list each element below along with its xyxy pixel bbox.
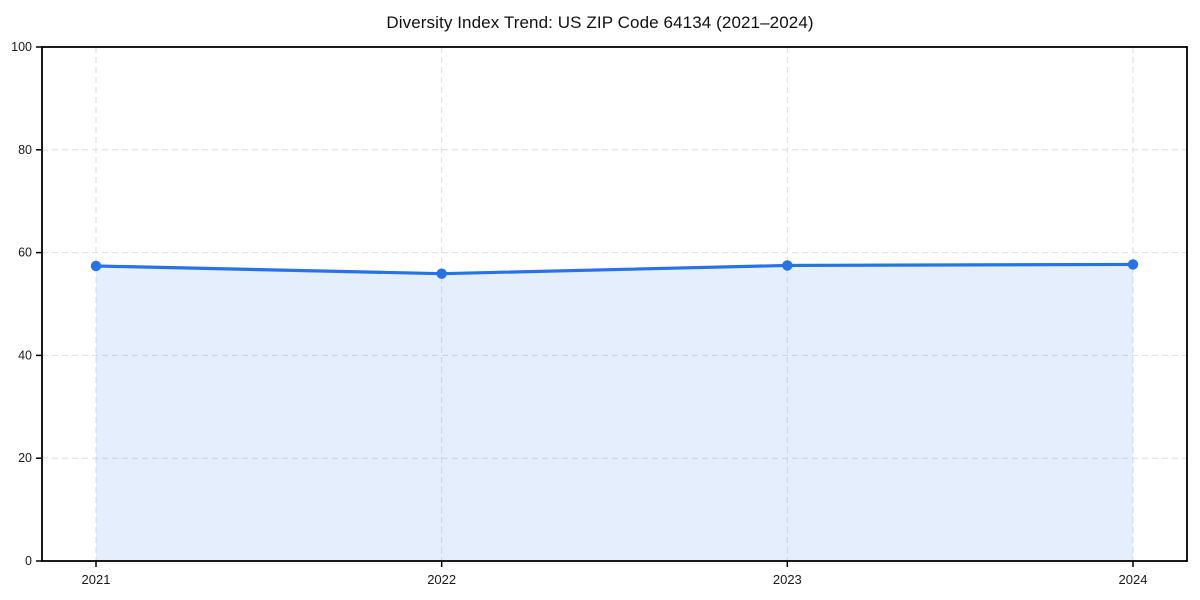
trend-line xyxy=(94,262,1135,276)
y-tick-label: 20 xyxy=(18,451,32,465)
data-point xyxy=(1127,259,1139,270)
x-tick-label: 2024 xyxy=(1119,572,1148,587)
x-tick-label: 2021 xyxy=(82,572,111,587)
x-tick-label: 2023 xyxy=(773,572,802,587)
data-point xyxy=(436,268,447,279)
tick-marks xyxy=(36,46,1134,567)
chart-title: Diversity Index Trend: US ZIP Code 64134… xyxy=(386,13,814,32)
y-tick-label: 0 xyxy=(25,554,32,568)
plot-border xyxy=(41,46,1188,562)
y-tick-label: 60 xyxy=(18,246,32,260)
data-point xyxy=(90,260,102,272)
y-tick-label: 80 xyxy=(18,143,32,157)
x-tick-label: 2022 xyxy=(427,572,456,587)
area-fill xyxy=(96,264,1133,561)
y-tick-label: 100 xyxy=(11,40,32,54)
data-points xyxy=(90,259,1139,279)
data-point xyxy=(782,260,793,271)
tick-labels: 0 20 40 60 80 100 2021 2022 2023 2024 xyxy=(11,40,1147,587)
y-tick-label: 40 xyxy=(18,348,32,362)
